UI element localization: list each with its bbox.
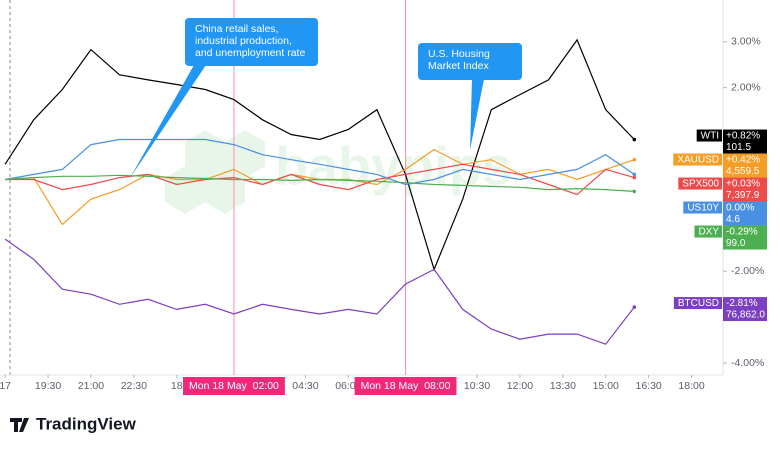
callout-pointer	[470, 79, 484, 150]
y-tick-label: 2.00%	[731, 81, 761, 93]
callout: China retail sales,industrial production…	[130, 18, 318, 178]
series-badge: WTI +0.82%101.5	[696, 129, 767, 154]
highlight-label-bg	[183, 377, 285, 395]
legend-price: 101.5	[726, 142, 751, 153]
x-tick-label: 13:30	[550, 380, 576, 392]
legend-price: 76,862.0	[726, 310, 765, 321]
x-tick-label: 15:00	[593, 380, 619, 392]
series-badge: BTCUSD -2.81%76,862.0	[673, 297, 767, 322]
callout-pointer	[130, 65, 206, 178]
x-tick-label: 18	[171, 380, 183, 392]
legend-change: -2.81%	[726, 298, 758, 309]
legend-change: +0.82%	[726, 131, 760, 142]
callout-text: industrial production,	[195, 35, 292, 47]
badge-name-bg	[696, 129, 722, 142]
y-tick-label: -4.00%	[731, 357, 764, 369]
callout-box	[185, 18, 318, 66]
x-tick-label: 12:00	[507, 380, 533, 392]
x-tick-label: 21:00	[78, 380, 104, 392]
legend-change: -0.29%	[726, 227, 758, 238]
x-tick-label: 17	[0, 380, 11, 392]
x-tick-label: 22:30	[121, 380, 147, 392]
branding-text: TradingView	[36, 414, 137, 433]
x-tick-label: 04:30	[292, 380, 318, 392]
x-tick-label: 16:30	[636, 380, 662, 392]
legend-price: 4,559.5	[726, 166, 760, 177]
y-tick-label: -2.00%	[731, 265, 764, 277]
x-tick-label: 10:30	[464, 380, 490, 392]
badge-name-bg	[673, 153, 722, 166]
badge-name-bg	[673, 297, 722, 310]
highlight-label-bg	[354, 377, 457, 395]
badge-name-bg	[694, 225, 722, 238]
badge-value-bg	[723, 153, 767, 178]
x-tick-label: Mon 18 May 08:00	[361, 380, 451, 392]
legend-name: US10Y	[687, 203, 719, 214]
last-point	[632, 189, 637, 194]
x-tick-label: 19:30	[35, 380, 61, 392]
series-line	[4, 38, 635, 272]
series-line	[4, 238, 635, 345]
legend-name: DXY	[698, 227, 719, 238]
legend-name: SPX500	[682, 179, 719, 190]
last-point	[632, 137, 637, 142]
callout-text: and unemployment rate	[195, 47, 305, 59]
callout-text: U.S. Housing	[428, 48, 490, 60]
badge-value-bg	[723, 201, 767, 226]
legend-price: 99.0	[726, 238, 746, 249]
legend-price: 4.6	[726, 214, 740, 225]
badge-value-bg	[723, 225, 767, 250]
branding: TradingView	[10, 414, 137, 433]
legend-change: 0.00%	[726, 203, 754, 214]
legend-change: +0.03%	[726, 179, 760, 190]
last-point	[632, 157, 637, 162]
series-badge: XAUUSD +0.42%4,559.5	[673, 153, 767, 178]
legend-change: +0.42%	[726, 155, 760, 166]
series-badge: DXY -0.29%99.0	[694, 225, 767, 250]
badge-value-bg	[723, 177, 767, 202]
x-tick-label: Mon 18 May 02:00	[189, 380, 279, 392]
callout-text: Market Index	[428, 60, 489, 72]
legend-name: XAUUSD	[677, 155, 719, 166]
badge-value-bg	[723, 129, 767, 154]
series-line	[4, 138, 635, 186]
y-tick-label: 3.00%	[731, 36, 761, 48]
x-tick-label: 18:00	[678, 380, 704, 392]
series-line	[5, 174, 635, 192]
series-badge: US10Y 0.00%4.6	[683, 201, 767, 226]
badge-value-bg	[723, 297, 767, 322]
last-point	[632, 175, 637, 180]
callout-text: China retail sales,	[195, 23, 278, 35]
badge-name-bg	[678, 177, 722, 190]
badge-name-bg	[683, 201, 722, 214]
legend-name: BTCUSD	[678, 298, 719, 309]
callout-box	[418, 43, 522, 80]
last-point	[632, 305, 637, 309]
legend-price: 7,397.9	[726, 190, 760, 201]
branding-icon	[10, 418, 29, 432]
last-point	[632, 172, 637, 177]
legend-name: WTI	[701, 131, 719, 142]
series-badge: SPX500 +0.03%7,397.9	[678, 177, 767, 202]
